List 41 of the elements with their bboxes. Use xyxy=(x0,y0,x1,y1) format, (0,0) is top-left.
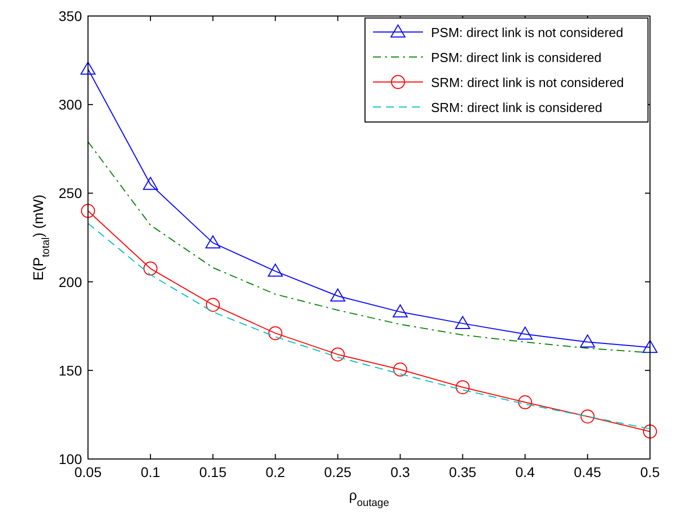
x-tick-label: 0.3 xyxy=(390,464,410,480)
legend-label: SRM: direct link is not considered xyxy=(431,75,624,90)
point xyxy=(642,340,658,353)
y-tick-label: 350 xyxy=(58,8,82,24)
legend-label: PSM: direct link is not considered xyxy=(431,25,624,40)
point xyxy=(392,304,408,318)
point xyxy=(456,380,470,394)
x-tick-label: 0.15 xyxy=(199,464,227,480)
x-tick-label: 0.25 xyxy=(324,464,352,480)
y-tick-label: 300 xyxy=(58,96,82,113)
x-axis-title: ρ$_{outage}$ xyxy=(348,487,390,509)
point xyxy=(330,288,346,302)
x-tick-label: 0.35 xyxy=(449,464,477,480)
x-tick-label: 0.45 xyxy=(574,464,602,480)
point xyxy=(330,347,345,362)
point xyxy=(455,316,470,329)
y-tick-label: 100 xyxy=(58,451,82,467)
y-tick-label: 250 xyxy=(58,185,82,202)
legend-label: SRM: direct link is considered xyxy=(431,100,602,115)
point xyxy=(80,62,96,75)
x-tick-label: 0.2 xyxy=(266,464,286,480)
point xyxy=(205,235,220,248)
point xyxy=(580,409,595,424)
point xyxy=(268,264,283,277)
point xyxy=(81,204,95,218)
x-tick-label: 0.1 xyxy=(140,464,160,480)
x-tick-label: 0.4 xyxy=(515,464,536,480)
y-tick-label: 200 xyxy=(58,274,82,290)
y-tick-label: 150 xyxy=(58,362,82,378)
point xyxy=(580,334,596,348)
point xyxy=(518,395,532,410)
point xyxy=(393,362,408,377)
point xyxy=(142,176,158,190)
point xyxy=(518,326,533,340)
legend-label: PSM: direct link is considered xyxy=(431,50,602,65)
x-tick-label: 0.05 xyxy=(74,464,102,480)
x-tick-label: 0.5 xyxy=(640,464,660,480)
point xyxy=(206,298,220,312)
point xyxy=(643,424,657,439)
point xyxy=(143,262,158,276)
point xyxy=(268,326,282,340)
